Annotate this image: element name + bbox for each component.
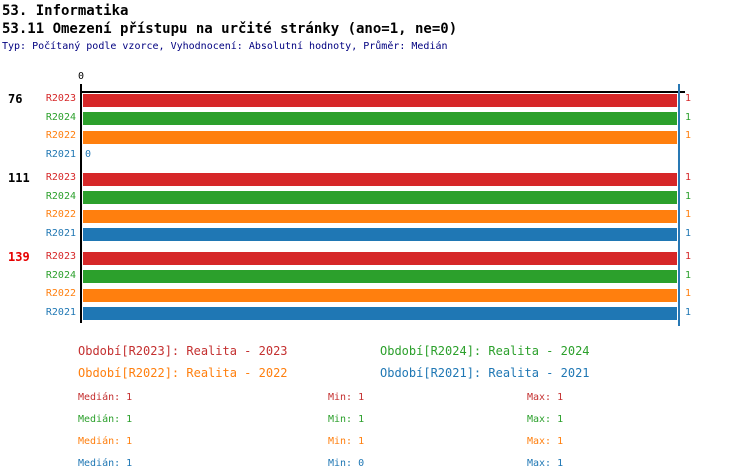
stat-median: Medián: 1 — [78, 414, 133, 425]
legend-item-r2024: Období[R2024]: Realita - 2024 — [380, 344, 590, 358]
stat-max: Max: 1 — [527, 392, 564, 403]
row-period-label: R2022 — [45, 209, 76, 220]
bar-value-label: 1 — [685, 172, 692, 183]
bar-value-label: 1 — [685, 93, 692, 104]
legend-item-r2022: Období[R2022]: Realita - 2022 — [78, 366, 288, 380]
x-axis-zero-tick-label: 0 — [77, 71, 85, 82]
bar-value-label: 1 — [685, 190, 692, 202]
row-period-label: R2023 — [45, 251, 76, 262]
stat-min: Min: 1 — [328, 436, 365, 447]
bar-value-label: 1 — [685, 306, 692, 318]
group-label: 76 — [8, 92, 23, 106]
bar — [83, 251, 677, 265]
bar-value-label: 1 — [685, 288, 692, 299]
legend-item-r2023: Období[R2023]: Realita - 2023 — [78, 344, 288, 358]
bar-value-label: 1 — [685, 251, 692, 262]
y-axis-line — [80, 84, 82, 323]
row-period-label: R2024 — [45, 269, 76, 281]
stat-max: Max: 1 — [527, 414, 564, 425]
stat-min: Min: 1 — [328, 392, 365, 403]
stat-max: Max: 1 — [527, 458, 564, 469]
bar — [83, 209, 677, 223]
median-line — [678, 84, 680, 326]
row-period-label: R2023 — [45, 172, 76, 183]
row-period-label: R2022 — [45, 288, 76, 299]
bar-value-label: 0 — [85, 148, 92, 160]
row-period-label: R2021 — [45, 306, 76, 318]
x-axis-line — [81, 91, 685, 93]
bar — [83, 130, 677, 144]
bar-value-label: 1 — [685, 269, 692, 281]
row-period-label: R2021 — [45, 227, 76, 239]
bar-value-label: 1 — [685, 111, 692, 123]
group-label: 139 — [8, 250, 30, 264]
stat-min: Min: 0 — [328, 458, 365, 469]
bar — [83, 270, 677, 283]
row-period-label: R2022 — [45, 130, 76, 141]
page-title: 53. Informatika — [2, 3, 129, 19]
row-period-label: R2024 — [45, 111, 76, 123]
legend-item-r2021: Období[R2021]: Realita - 2021 — [380, 366, 590, 380]
group-label: 111 — [8, 171, 30, 185]
stat-median: Medián: 1 — [78, 436, 133, 447]
stat-min: Min: 1 — [328, 414, 365, 425]
bar — [83, 307, 677, 320]
bar — [83, 191, 677, 204]
stat-max: Max: 1 — [527, 436, 564, 447]
chart-title: 53.11 Omezení přístupu na určité stránky… — [2, 21, 458, 37]
chart-meta-line: Typ: Počítaný podle vzorce, Vyhodnocení:… — [2, 41, 448, 52]
bar — [83, 93, 677, 107]
bar — [83, 228, 677, 241]
bar — [83, 172, 677, 186]
bar-value-label: 1 — [685, 227, 692, 239]
bar — [83, 112, 677, 125]
bar — [83, 288, 677, 302]
bar-value-label: 1 — [685, 209, 692, 220]
bar-value-label: 1 — [685, 130, 692, 141]
row-period-label: R2023 — [45, 93, 76, 104]
stat-median: Medián: 1 — [78, 458, 133, 469]
row-period-label: R2021 — [45, 148, 76, 160]
row-period-label: R2024 — [45, 190, 76, 202]
stat-median: Medián: 1 — [78, 392, 133, 403]
